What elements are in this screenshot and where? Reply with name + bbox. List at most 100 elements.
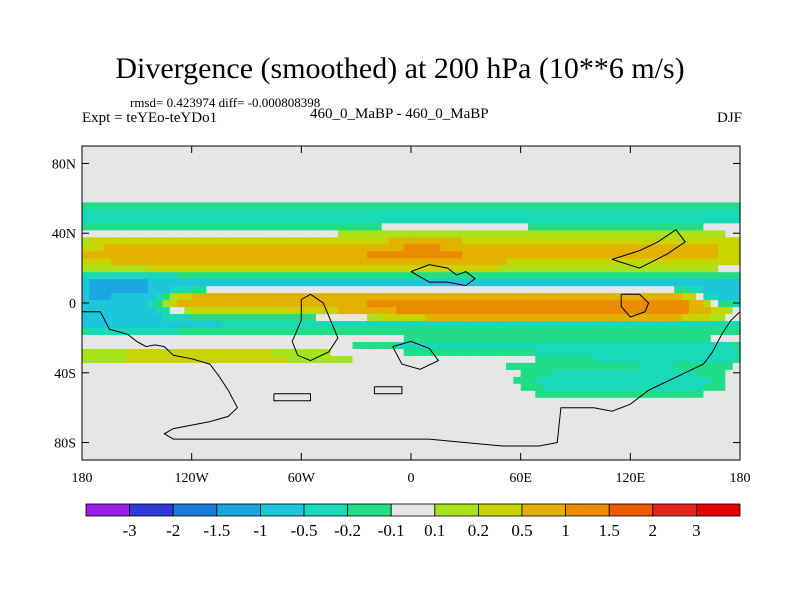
field-cell bbox=[703, 369, 712, 377]
field-cell bbox=[315, 299, 324, 308]
field-cell bbox=[272, 278, 280, 287]
field-cell bbox=[177, 222, 185, 231]
field-cell bbox=[484, 418, 493, 426]
field-cell bbox=[301, 215, 310, 224]
field-cell bbox=[213, 334, 222, 342]
field-cell bbox=[652, 173, 661, 182]
field-cell bbox=[403, 257, 412, 266]
field-cell bbox=[681, 439, 690, 447]
field-cell bbox=[228, 327, 237, 336]
field-cell bbox=[294, 271, 302, 280]
field-cell bbox=[440, 320, 449, 329]
field-cell bbox=[220, 383, 229, 391]
field-cell bbox=[549, 159, 558, 168]
field-cell bbox=[242, 341, 251, 349]
field-cell bbox=[125, 390, 134, 398]
field-cell bbox=[696, 355, 705, 363]
field-cell bbox=[286, 376, 295, 384]
field-cell bbox=[125, 173, 134, 182]
field-cell bbox=[389, 208, 397, 217]
field-cell bbox=[513, 439, 522, 447]
field-cell bbox=[549, 418, 558, 426]
field-cell bbox=[681, 390, 690, 398]
field-cell bbox=[652, 320, 661, 329]
field-cell bbox=[169, 439, 178, 447]
field-cell bbox=[710, 229, 719, 238]
field-cell bbox=[286, 383, 295, 391]
field-cell bbox=[674, 250, 683, 259]
field-cell bbox=[279, 327, 288, 336]
field-cell bbox=[82, 313, 90, 322]
field-cell bbox=[308, 390, 317, 398]
field-cell bbox=[242, 376, 251, 384]
field-cell bbox=[593, 201, 602, 210]
field-cell bbox=[213, 215, 222, 224]
field-cell bbox=[257, 418, 266, 426]
field-cell bbox=[89, 264, 98, 273]
field-cell bbox=[367, 229, 376, 238]
field-cell bbox=[242, 390, 251, 398]
field-cell bbox=[732, 411, 741, 419]
field-cell bbox=[103, 369, 112, 377]
field-cell bbox=[418, 229, 427, 238]
field-cell bbox=[96, 355, 105, 363]
field-cell bbox=[279, 146, 288, 154]
field-cell bbox=[491, 152, 500, 161]
field-cell bbox=[162, 236, 171, 245]
field-cell bbox=[586, 418, 595, 426]
field-cell bbox=[623, 362, 631, 370]
field-cell bbox=[198, 146, 207, 154]
field-cell bbox=[425, 180, 434, 189]
field-cell bbox=[593, 369, 602, 377]
field-cell bbox=[125, 194, 134, 203]
field-cell bbox=[542, 257, 551, 266]
field-cell bbox=[710, 362, 719, 370]
field-cell bbox=[666, 257, 675, 266]
field-cell bbox=[169, 418, 178, 426]
field-cell bbox=[198, 397, 207, 405]
field-cell bbox=[586, 173, 595, 182]
field-cell bbox=[623, 446, 631, 454]
field-cell bbox=[703, 187, 712, 196]
field-cell bbox=[403, 299, 412, 308]
field-cell bbox=[506, 425, 514, 433]
field-cell bbox=[315, 215, 324, 224]
field-cell bbox=[608, 320, 617, 329]
field-cell bbox=[557, 146, 566, 154]
field-cell bbox=[147, 257, 156, 266]
field-cell bbox=[264, 411, 273, 419]
field-cell bbox=[564, 236, 573, 245]
field-cell bbox=[491, 411, 500, 419]
field-cell bbox=[345, 334, 354, 342]
field-cell bbox=[637, 257, 646, 266]
field-cell bbox=[688, 348, 697, 356]
field-cell bbox=[542, 334, 551, 342]
field-cell bbox=[462, 334, 471, 342]
field-cell bbox=[359, 243, 368, 252]
field-cell bbox=[381, 369, 390, 377]
field-cell bbox=[666, 355, 675, 363]
colorbar-label: -1 bbox=[253, 521, 267, 540]
field-cell bbox=[725, 404, 734, 412]
field-cell bbox=[206, 229, 215, 238]
field-cell bbox=[279, 306, 288, 315]
field-cell bbox=[549, 425, 558, 433]
field-cell bbox=[103, 187, 112, 196]
field-cell bbox=[527, 222, 536, 231]
field-cell bbox=[213, 173, 222, 182]
field-cell bbox=[498, 180, 507, 189]
field-cell bbox=[308, 306, 317, 315]
field-cell bbox=[593, 257, 602, 266]
field-cell bbox=[140, 446, 149, 454]
field-cell bbox=[666, 187, 675, 196]
field-cell bbox=[440, 397, 449, 405]
field-cell bbox=[506, 376, 514, 384]
field-cell bbox=[674, 306, 683, 315]
field-cell bbox=[315, 369, 324, 377]
field-cell bbox=[513, 404, 522, 412]
field-cell bbox=[374, 341, 383, 349]
field-cell bbox=[162, 348, 171, 356]
field-cell bbox=[571, 159, 580, 168]
field-cell bbox=[593, 376, 602, 384]
field-cell bbox=[396, 236, 405, 245]
